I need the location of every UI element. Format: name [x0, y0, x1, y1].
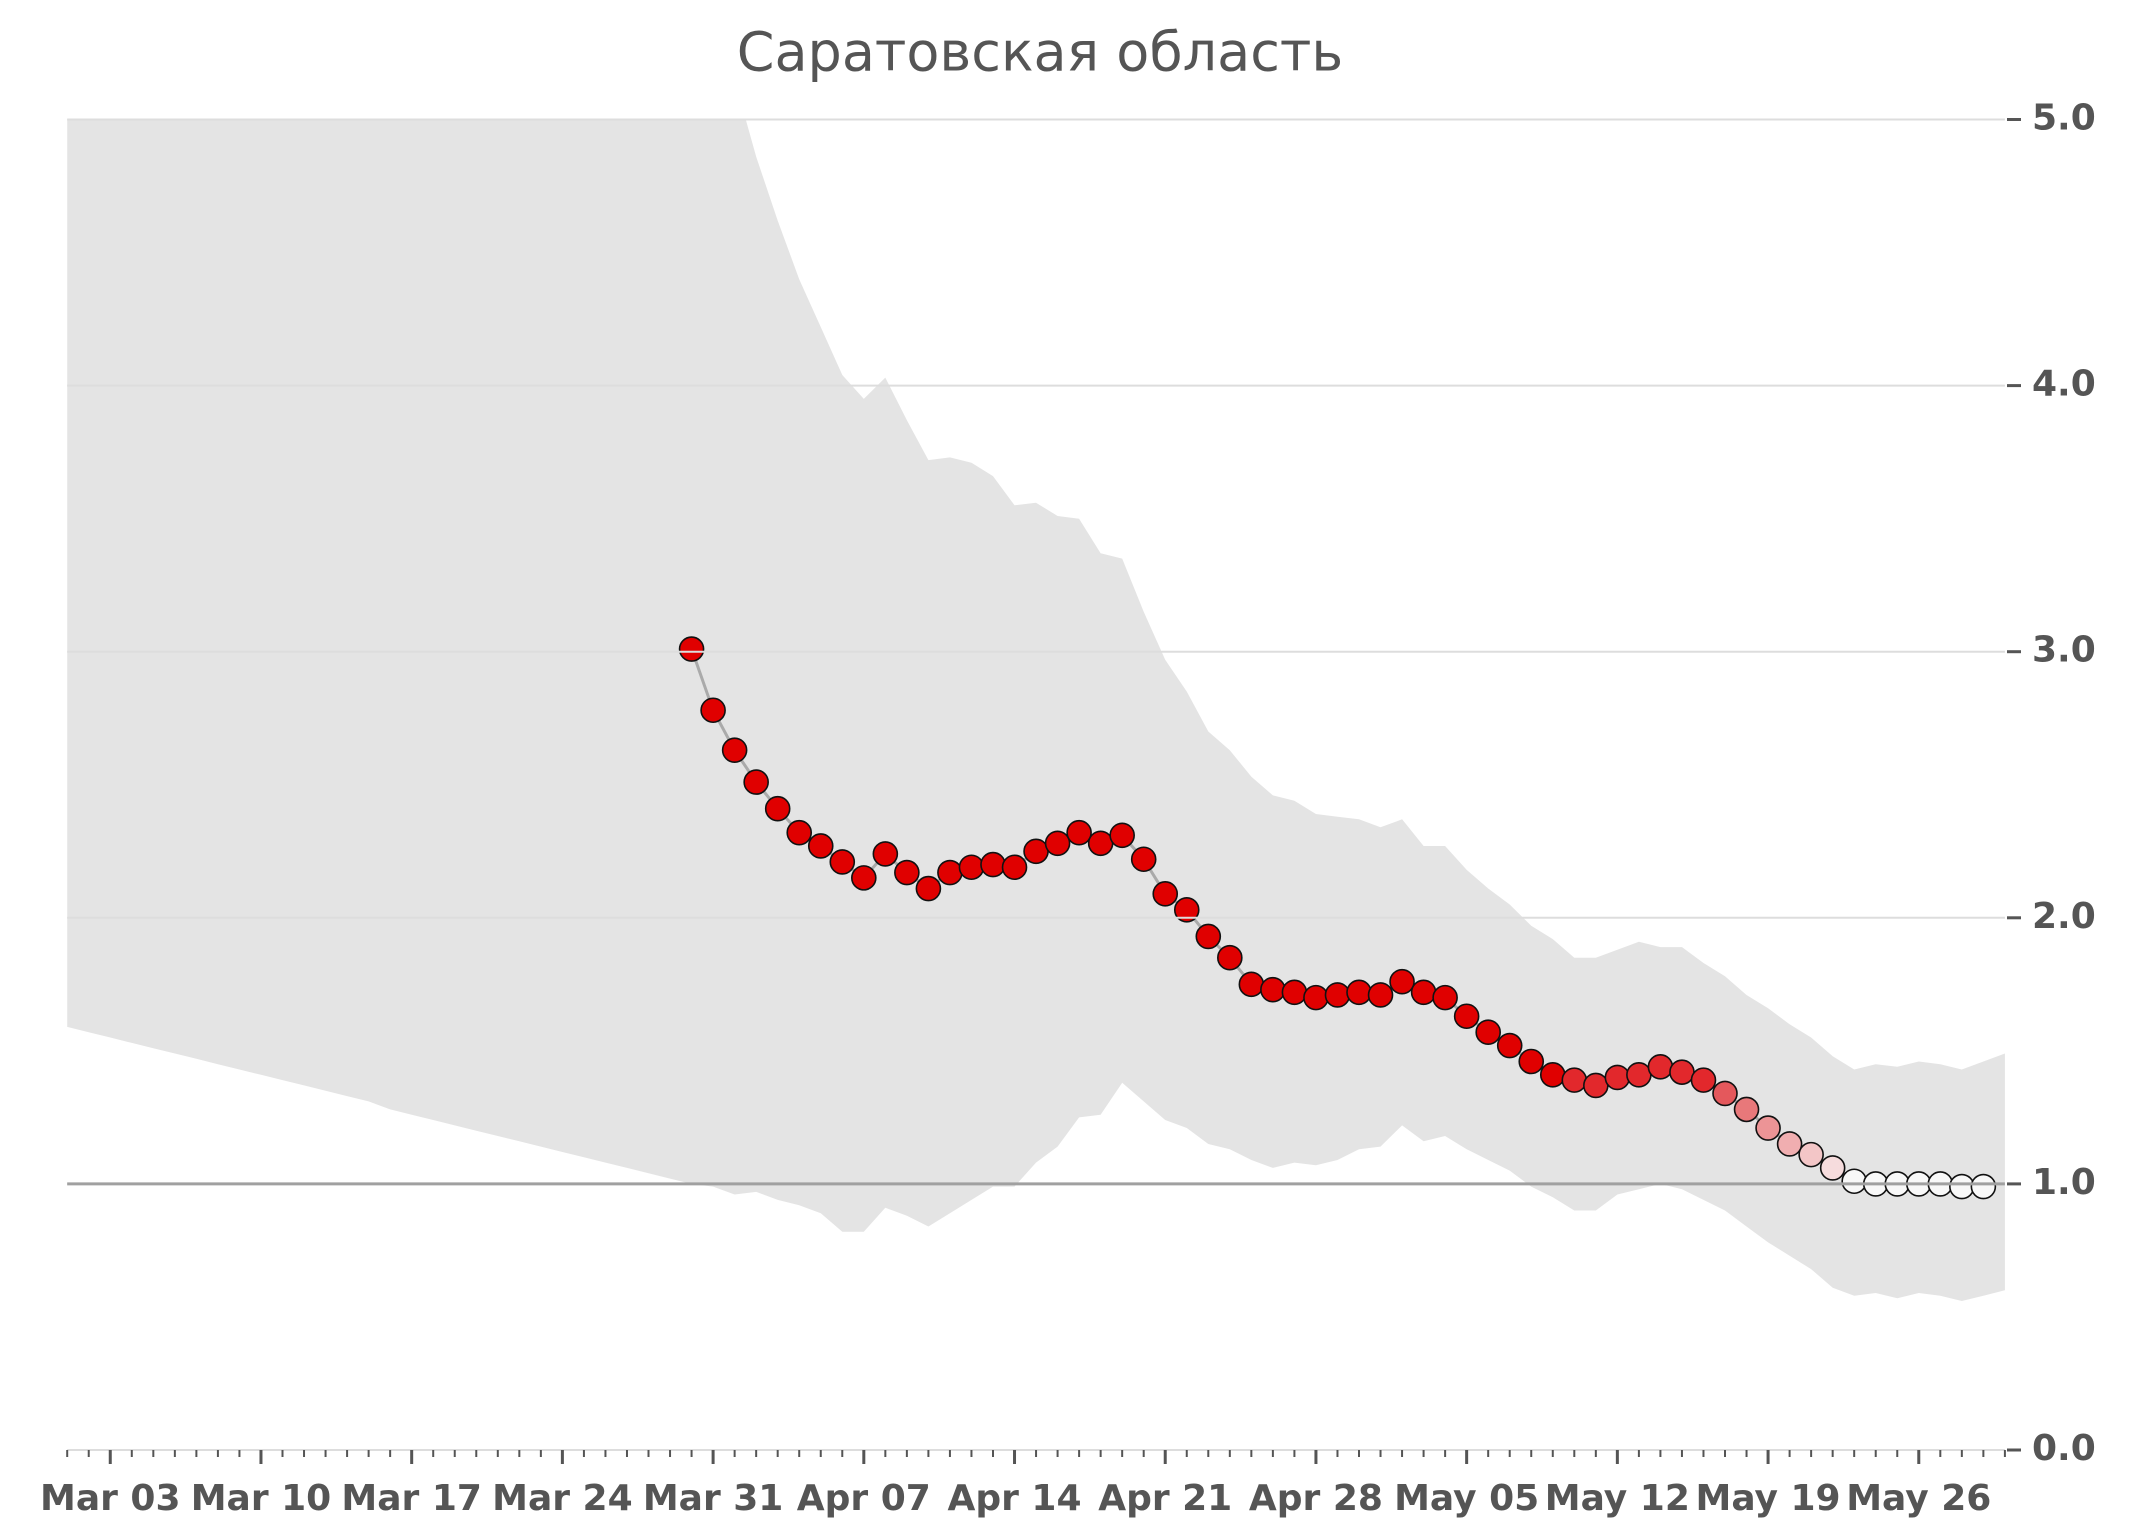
data-point: [1712, 1080, 1738, 1107]
x-tick-label: Apr 07: [797, 1478, 931, 1519]
data-point: [1066, 819, 1092, 846]
chart-title: Саратовская область: [737, 21, 1343, 84]
y-tick-label: 2.0: [2032, 896, 2096, 937]
data-point: [1819, 1155, 1846, 1181]
y-tick-label: 1.0: [2032, 1162, 2096, 1203]
data-point: [1410, 979, 1437, 1006]
data-point: [1346, 979, 1372, 1006]
data-point: [894, 859, 920, 886]
data-point: [1389, 968, 1415, 995]
data-point: [743, 769, 769, 795]
data-point: [872, 841, 899, 867]
data-point: [1776, 1131, 1803, 1157]
data-point: [1690, 1067, 1717, 1093]
x-tick-label: Mar 24: [492, 1478, 633, 1519]
data-point: [1217, 944, 1243, 971]
data-point: [764, 795, 791, 822]
data-point: [786, 819, 813, 846]
y-tick-label: 5.0: [2032, 98, 2096, 139]
data-point: [1453, 1003, 1480, 1030]
data-point: [1238, 971, 1265, 998]
data-point: [915, 875, 942, 902]
data-point: [1044, 830, 1071, 857]
x-tick-label: May 19: [1696, 1478, 1841, 1519]
data-point: [1432, 984, 1458, 1011]
x-tick-label: May 26: [1846, 1478, 1991, 1519]
x-tick-label: Mar 17: [341, 1478, 482, 1519]
data-point: [700, 697, 726, 724]
data-point: [1798, 1141, 1824, 1168]
data-point: [1949, 1173, 1975, 1200]
data-point: [1260, 976, 1286, 1003]
data-point: [937, 859, 963, 886]
data-point: [1496, 1032, 1523, 1059]
data-point: [1475, 1019, 1501, 1046]
data-point: [980, 851, 1006, 878]
data-point: [1001, 854, 1028, 881]
data-point: [1626, 1061, 1652, 1088]
x-tick-label: Apr 21: [1098, 1478, 1232, 1519]
data-point: [1152, 881, 1179, 907]
data-point: [678, 636, 705, 662]
data-point: [1604, 1064, 1631, 1091]
x-tick-label: May 05: [1394, 1478, 1539, 1519]
x-tick-label: May 12: [1545, 1478, 1690, 1519]
data-point: [958, 854, 985, 881]
confidence-band: [67, 119, 2005, 1301]
x-tick-label: Mar 10: [191, 1478, 332, 1519]
data-point: [721, 737, 748, 763]
data-point: [1841, 1168, 1867, 1195]
plot-area: [67, 119, 2005, 1301]
data-point: [1023, 838, 1049, 865]
data-point: [1669, 1059, 1695, 1085]
data-point: [1130, 846, 1157, 873]
data-point: [1367, 982, 1394, 1008]
data-point: [1173, 897, 1200, 923]
data-point: [1583, 1072, 1609, 1099]
x-tick-label: Mar 03: [40, 1478, 181, 1519]
y-tick-label: 0.0: [2032, 1428, 2096, 1469]
data-point: [1109, 822, 1135, 849]
data-point: [1281, 979, 1308, 1006]
data-point: [807, 833, 834, 859]
data-point: [1561, 1067, 1588, 1093]
x-tick-label: Mar 31: [643, 1478, 784, 1519]
data-point: [1733, 1096, 1760, 1123]
data-point: [1303, 984, 1329, 1011]
y-tick-label: 3.0: [2032, 630, 2096, 671]
data-point: [1970, 1173, 1997, 1200]
x-tick-label: Apr 28: [1249, 1478, 1383, 1519]
data-point: [1324, 982, 1351, 1008]
data-point: [1087, 830, 1114, 857]
data-point: [829, 849, 856, 875]
data-point: [1195, 923, 1222, 950]
data-point: [851, 865, 877, 891]
y-tick-label: 4.0: [2032, 364, 2096, 405]
data-point: [1518, 1048, 1545, 1075]
data-point: [1647, 1054, 1674, 1080]
data-point: [1755, 1115, 1781, 1141]
data-point: [1539, 1061, 1566, 1088]
x-tick-label: Apr 14: [948, 1478, 1082, 1519]
